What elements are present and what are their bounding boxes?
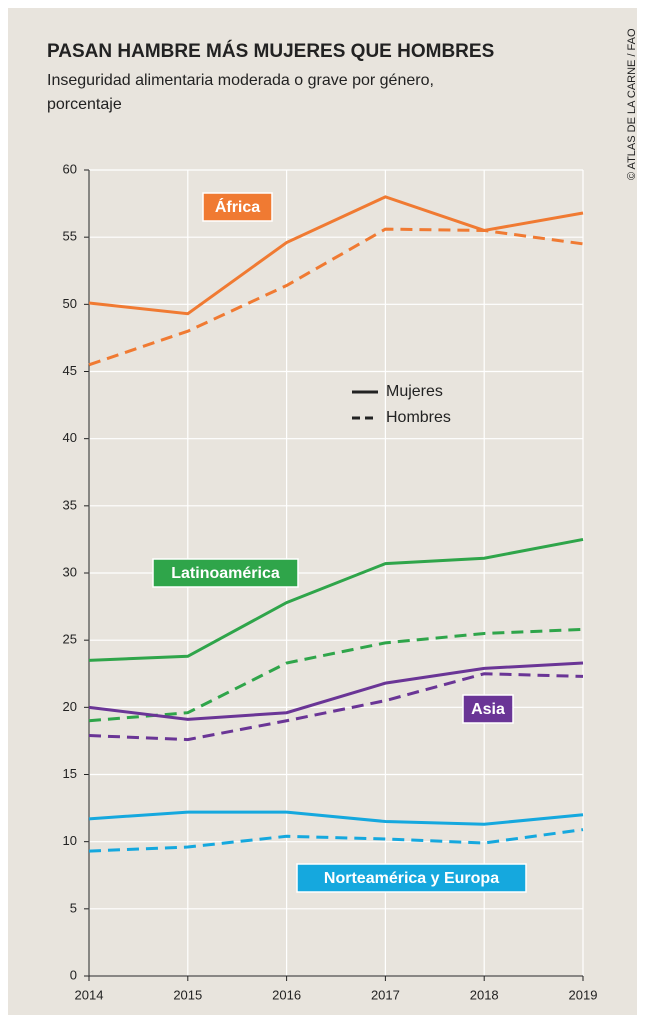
y-tick-label: 25 <box>63 632 77 647</box>
x-tick-label: 2015 <box>173 987 202 1002</box>
dashed-line <box>88 828 584 853</box>
y-tick-label: 20 <box>63 699 77 714</box>
series-label-box <box>296 863 527 893</box>
legend-label: Hombres <box>386 409 451 426</box>
series-label-box <box>462 694 514 724</box>
subtitle: Inseguridad alimentaria moderada o grave… <box>47 72 434 89</box>
series-label: África <box>215 197 260 216</box>
dashed-line <box>88 627 584 723</box>
y-tick-label: 5 <box>70 900 77 915</box>
series-label-box <box>152 558 299 588</box>
solid-line <box>88 195 584 316</box>
y-tick-label: 40 <box>63 430 77 445</box>
series-label-box <box>202 192 273 222</box>
y-tick-label: 55 <box>63 229 77 244</box>
legend-label: Mujeres <box>386 383 443 400</box>
x-tick-label: 2019 <box>569 987 598 1002</box>
y-tick-label: 50 <box>63 296 77 311</box>
source: © ATLAS DE LA CARNE / FAO <box>626 28 638 180</box>
series-label: Latinoamérica <box>171 565 280 582</box>
y-tick-label: 10 <box>63 833 77 848</box>
subtitle: porcentaje <box>47 96 122 113</box>
series-label: Norteamérica y Europa <box>324 870 499 887</box>
y-tick-label: 15 <box>63 766 77 781</box>
x-tick-label: 2014 <box>75 987 104 1002</box>
panel <box>8 8 637 1015</box>
x-tick-label: 2017 <box>371 987 400 1002</box>
solid-line <box>88 537 584 662</box>
solid-line <box>88 810 584 826</box>
x-tick-label: 2016 <box>272 987 301 1002</box>
y-tick-label: 60 <box>63 161 77 176</box>
solid-line <box>88 661 584 721</box>
y-tick-label: 45 <box>63 363 77 378</box>
chart-title: PASAN HAMBRE MÁS MUJERES QUE HOMBRES <box>47 40 494 62</box>
series-label: Asia <box>471 701 505 718</box>
y-tick-label: 0 <box>70 967 77 982</box>
x-tick-label: 2018 <box>470 987 499 1002</box>
dashed-line <box>88 672 584 742</box>
y-tick-label: 30 <box>63 564 77 579</box>
y-tick-label: 35 <box>63 497 77 512</box>
dashed-line <box>88 227 584 367</box>
